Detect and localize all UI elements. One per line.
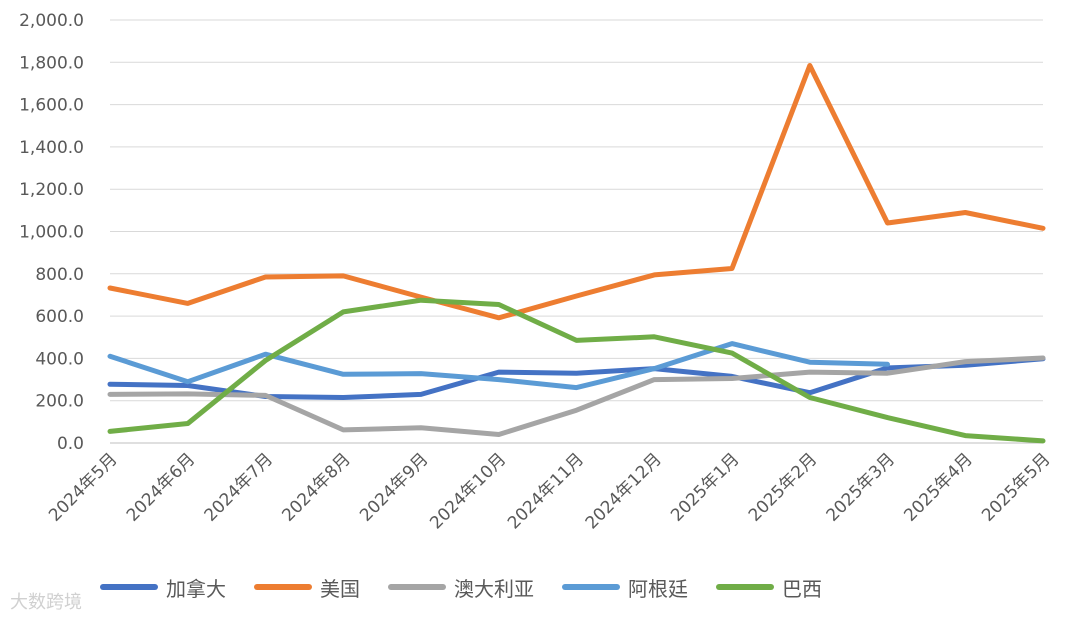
y-tick-label: 1,200.0 — [19, 180, 84, 200]
x-tick-label: 2025年4月 — [900, 449, 976, 525]
x-tick-label: 2024年5月 — [45, 449, 121, 525]
series-line — [107, 356, 1046, 400]
x-tick-label: 2024年8月 — [278, 449, 354, 525]
y-tick-label: 2,000.0 — [19, 11, 84, 31]
legend-swatch — [254, 584, 312, 590]
legend: 加拿大 美国 澳大利亚 阿根廷 巴西 — [100, 570, 850, 604]
series-line — [107, 63, 1046, 321]
y-tick-label: 200.0 — [35, 392, 84, 412]
legend-item: 阿根廷 — [562, 573, 688, 602]
legend-item: 巴西 — [716, 573, 822, 602]
legend-swatch — [388, 584, 446, 590]
legend-item: 美国 — [254, 573, 360, 602]
legend-swatch — [562, 584, 620, 590]
y-tick-label: 400.0 — [35, 349, 84, 369]
legend-label: 澳大利亚 — [454, 576, 534, 601]
legend-swatch — [716, 584, 774, 590]
y-tick-label: 1,000.0 — [19, 223, 84, 243]
y-tick-label: 600.0 — [35, 307, 84, 327]
x-tick-label: 2024年6月 — [123, 449, 199, 525]
y-axis: 0.0 200.0 400.0 600.0 800.0 1,000.0 1,200.0 1,4… — [19, 11, 84, 454]
y-tick-label: 1,600.0 — [19, 96, 84, 116]
legend-item: 加拿大 — [100, 573, 226, 602]
legend-label: 加拿大 — [166, 576, 226, 601]
legend-swatch — [100, 584, 158, 590]
x-tick-label: 2025年5月 — [978, 449, 1054, 525]
y-tick-label: 800.0 — [35, 265, 84, 285]
legend-label: 阿根廷 — [628, 576, 688, 601]
legend-label: 美国 — [320, 576, 360, 601]
x-tick-label: 2024年9月 — [356, 449, 432, 525]
x-tick-label: 2024年7月 — [201, 449, 277, 525]
legend-label: 巴西 — [782, 576, 822, 601]
x-tick-label: 2025年1月 — [667, 449, 743, 525]
series-line — [107, 355, 1046, 437]
x-tick-label: 2024年10月 — [426, 449, 510, 533]
y-tick-label: 0.0 — [57, 434, 84, 454]
x-tick-label: 2024年11月 — [504, 449, 588, 533]
y-tick-label: 1,800.0 — [19, 53, 84, 73]
x-tick-label: 2024年12月 — [582, 449, 666, 533]
watermark-text: 大数跨境 — [10, 592, 82, 613]
x-tick-label: 2025年2月 — [745, 449, 821, 525]
series-line — [107, 297, 1046, 444]
watermark: 大数跨境 — [10, 588, 82, 614]
y-tick-label: 1,400.0 — [19, 138, 84, 158]
legend-item: 澳大利亚 — [388, 573, 534, 602]
x-tick-label: 2025年3月 — [823, 449, 899, 525]
x-axis: 2024年5月 2024年6月 2024年7月 2024年8月 2024年9月2024年… — [45, 449, 1054, 533]
series-line — [107, 341, 890, 391]
series-lines — [107, 63, 1046, 444]
gridlines — [110, 19, 1043, 444]
